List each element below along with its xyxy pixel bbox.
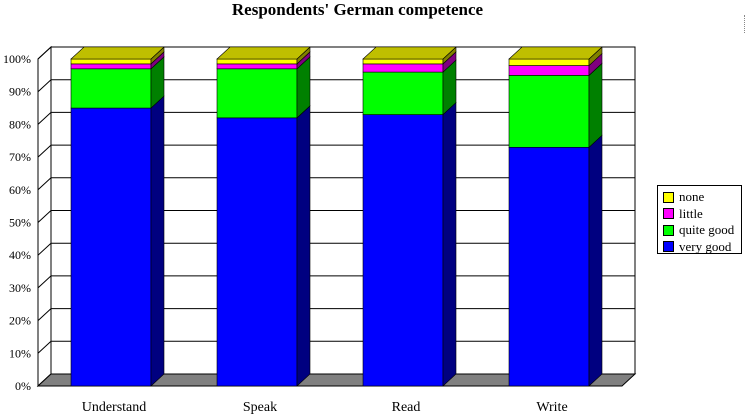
- bar-segment: [216, 58, 298, 65]
- legend-label-very-good: very good: [679, 238, 732, 254]
- legend-label-none: none: [679, 189, 705, 204]
- y-tick-label: 80%: [9, 117, 31, 131]
- legend-item-little: little: [663, 206, 741, 222]
- bar-segment-side: [588, 62, 603, 148]
- y-tick-label: 50%: [9, 216, 31, 230]
- bar-segment: [362, 63, 444, 73]
- bar-segment-side: [150, 95, 165, 387]
- bar-segment: [70, 63, 152, 70]
- y-tick-label: 0%: [15, 379, 31, 393]
- legend-label-little: little: [679, 205, 703, 221]
- y-tick-label: 70%: [9, 150, 31, 164]
- bar-segment: [362, 58, 444, 65]
- bar-segment: [362, 71, 444, 115]
- bar-top: [216, 46, 311, 60]
- legend-swatch-none: [663, 191, 674, 203]
- bar-segment: [216, 68, 298, 119]
- bar-segment: [508, 65, 590, 76]
- bar-segment: [362, 114, 444, 387]
- bar-segment: [70, 68, 152, 109]
- legend-swatch-little: [663, 208, 674, 219]
- bar-segment: [70, 107, 152, 387]
- bar-segment: [216, 63, 298, 70]
- bar-top: [70, 46, 165, 60]
- bar-segment: [70, 58, 152, 65]
- x-tick-label: Write: [536, 400, 567, 415]
- legend-item-quite-good: quite good: [663, 222, 741, 238]
- y-tick-label: 20%: [9, 314, 31, 328]
- y-tick-label: 40%: [9, 248, 31, 262]
- chart-legend: none little quite good very good: [657, 185, 742, 254]
- bar-segment: [508, 146, 590, 387]
- y-tick-label: 60%: [9, 183, 31, 197]
- y-tick-label: 90%: [9, 85, 31, 99]
- bar-segment: [508, 75, 590, 148]
- bar-segment: [508, 58, 590, 66]
- bar-segment-side: [588, 134, 603, 387]
- bar-top: [362, 46, 457, 60]
- chart-title: Respondents' German competence: [231, 0, 484, 19]
- y-tick-label: 100%: [3, 52, 31, 66]
- bar-top: [508, 46, 603, 60]
- resize-handle: [744, 15, 747, 33]
- legend-label-quite-good: quite good: [679, 222, 735, 237]
- bar-segment-side: [442, 101, 457, 387]
- bar-segment: [216, 117, 298, 387]
- x-tick-label: Understand: [82, 400, 147, 415]
- x-tick-label: Speak: [243, 400, 277, 415]
- y-tick-label: 30%: [9, 281, 31, 295]
- legend-swatch-very-good: [663, 241, 674, 252]
- legend-item-none: none: [663, 189, 741, 205]
- legend-item-very-good: very good: [663, 239, 741, 255]
- y-tick-label: 10%: [9, 346, 31, 360]
- x-tick-label: Read: [392, 400, 421, 415]
- bar-segment-side: [296, 105, 311, 387]
- legend-swatch-quite-good: [663, 224, 674, 236]
